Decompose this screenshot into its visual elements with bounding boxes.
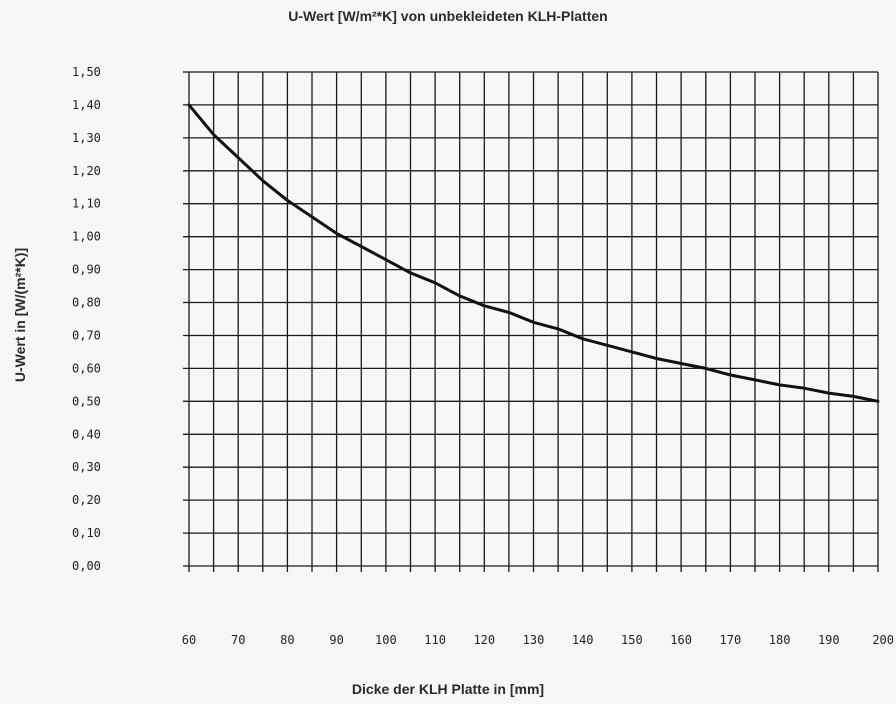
y-tick-labels: 0,00 0,10 0,20 0,30 0,40 0,50 0,60 0,70 0,80 0,90… <box>72 65 101 573</box>
y-tick-label: 0,20 <box>72 493 101 507</box>
y-tick-label: 0,10 <box>72 526 101 540</box>
y-tick-label: 0,50 <box>72 394 101 408</box>
x-tick-label: 100 <box>375 633 397 647</box>
y-tick-label: 0,40 <box>72 427 101 441</box>
x-tick-label: 180 <box>769 633 791 647</box>
x-tick-label: 130 <box>523 633 545 647</box>
y-tick-label: 0,80 <box>72 296 101 310</box>
series-lines <box>187 103 880 403</box>
x-tick-labels: 60 70 80 90 100 110 120 130 140 150 160 170 180 190 20… <box>182 633 894 647</box>
x-axis-label: Dicke der KLH Platte in [mm] <box>351 681 545 697</box>
x-tick-label: 140 <box>572 633 594 647</box>
x-tick-label: 200 <box>872 633 894 647</box>
x-tick-label: 90 <box>329 633 343 647</box>
y-tick-label: 1,00 <box>72 230 101 244</box>
x-tick-label: 150 <box>621 633 643 647</box>
y-tick-label: 0,30 <box>72 460 101 474</box>
grid <box>183 71 879 572</box>
x-tick-label: 60 <box>182 633 196 647</box>
y-tick-label: 1,40 <box>72 98 101 112</box>
y-tick-label: 0,70 <box>72 329 101 343</box>
chart-title: U-Wert [W/m²*K] von unbekleideten KLH-Pl… <box>288 8 608 24</box>
x-tick-label: 190 <box>818 633 840 647</box>
y-tick-label: 1,10 <box>72 197 101 211</box>
x-tick-label: 110 <box>424 633 446 647</box>
y-tick-label: 0,90 <box>72 263 101 277</box>
y-tick-label: 0,00 <box>72 559 101 573</box>
x-tick-label: 70 <box>231 633 245 647</box>
y-tick-label: 1,20 <box>72 164 101 178</box>
y-tick-label: 1,30 <box>72 131 101 145</box>
x-tick-label: 160 <box>670 633 692 647</box>
x-tick-label: 170 <box>720 633 742 647</box>
x-tick-label: 80 <box>280 633 294 647</box>
x-tick-label: 120 <box>473 633 495 647</box>
series-line <box>187 103 880 403</box>
y-tick-label: 0,60 <box>72 361 101 375</box>
y-tick-label: 1,50 <box>72 65 101 79</box>
